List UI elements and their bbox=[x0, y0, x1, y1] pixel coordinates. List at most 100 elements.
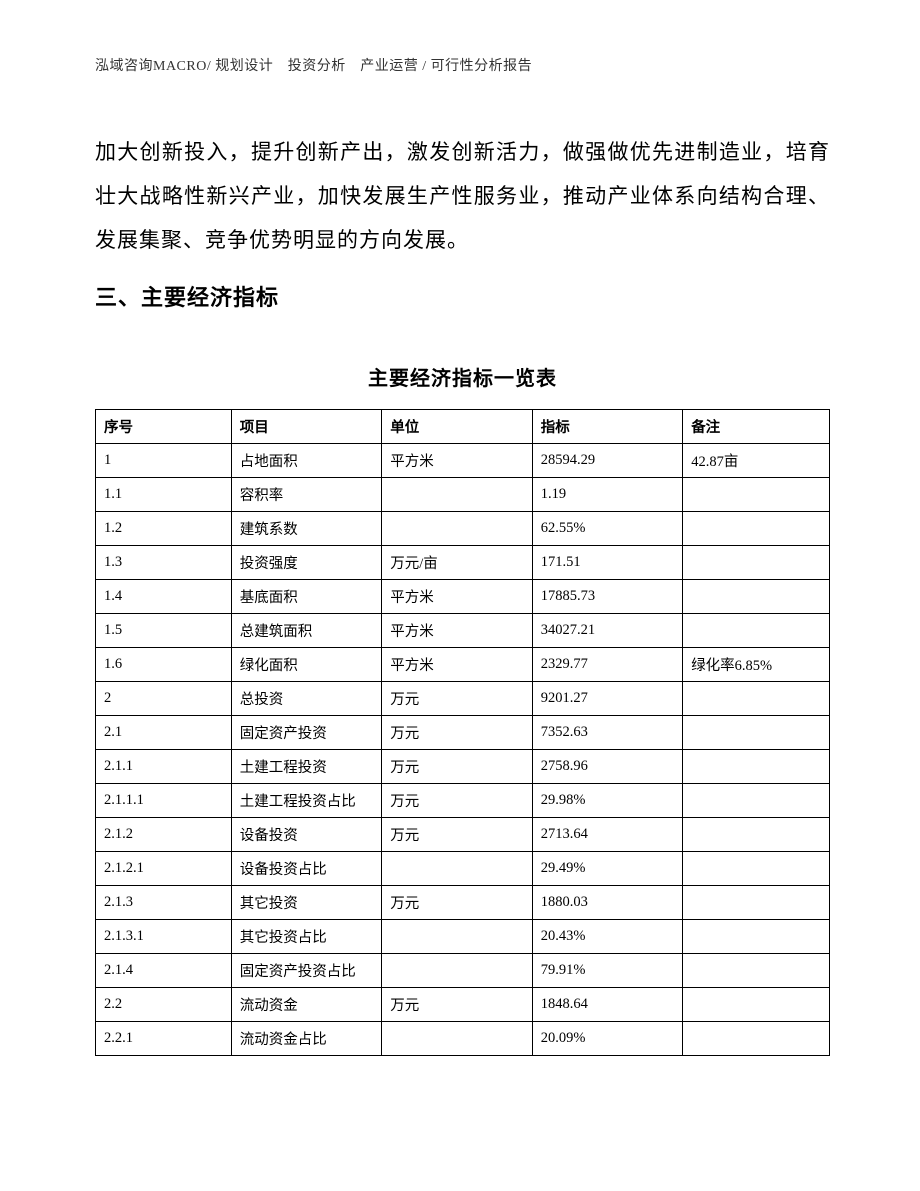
table-cell: 土建工程投资占比 bbox=[231, 784, 381, 818]
section-heading: 三、主要经济指标 bbox=[95, 280, 830, 312]
table-cell: 设备投资 bbox=[231, 818, 381, 852]
table-cell: 基底面积 bbox=[231, 580, 381, 614]
table-cell bbox=[683, 886, 830, 920]
table-cell bbox=[382, 1022, 532, 1056]
table-title: 主要经济指标一览表 bbox=[95, 362, 830, 391]
table-row: 2.1.2设备投资万元2713.64 bbox=[96, 818, 830, 852]
table-cell bbox=[382, 852, 532, 886]
table-cell: 1880.03 bbox=[532, 886, 682, 920]
table-cell: 总投资 bbox=[231, 682, 381, 716]
table-cell: 9201.27 bbox=[532, 682, 682, 716]
table-row: 2.1.3其它投资万元1880.03 bbox=[96, 886, 830, 920]
table-cell: 建筑系数 bbox=[231, 512, 381, 546]
table-cell bbox=[683, 784, 830, 818]
table-row: 2.2流动资金万元1848.64 bbox=[96, 988, 830, 1022]
table-cell: 2713.64 bbox=[532, 818, 682, 852]
table-cell: 1.1 bbox=[96, 478, 232, 512]
table-cell: 万元 bbox=[382, 988, 532, 1022]
col-header-seq: 序号 bbox=[96, 410, 232, 444]
page-header: 泓域咨询MACRO/ 规划设计 投资分析 产业运营 / 可行性分析报告 bbox=[95, 55, 830, 75]
table-cell: 20.43% bbox=[532, 920, 682, 954]
table-cell: 万元 bbox=[382, 682, 532, 716]
col-header-unit: 单位 bbox=[382, 410, 532, 444]
table-cell: 万元 bbox=[382, 886, 532, 920]
table-cell bbox=[382, 920, 532, 954]
table-row: 2.2.1流动资金占比20.09% bbox=[96, 1022, 830, 1056]
table-cell: 平方米 bbox=[382, 580, 532, 614]
table-row: 2.1.3.1其它投资占比 20.43% bbox=[96, 920, 830, 954]
table-row: 1.5总建筑面积平方米34027.21 bbox=[96, 614, 830, 648]
table-cell: 固定资产投资 bbox=[231, 716, 381, 750]
col-header-item: 项目 bbox=[231, 410, 381, 444]
table-cell: 土建工程投资 bbox=[231, 750, 381, 784]
table-cell: 2.1.4 bbox=[96, 954, 232, 988]
table-cell: 42.87亩 bbox=[683, 444, 830, 478]
table-cell bbox=[683, 512, 830, 546]
table-cell: 2.1.3.1 bbox=[96, 920, 232, 954]
table-row: 2.1.1土建工程投资万元2758.96 bbox=[96, 750, 830, 784]
table-row: 1占地面积平方米28594.2942.87亩 bbox=[96, 444, 830, 478]
table-cell: 1.4 bbox=[96, 580, 232, 614]
table-cell: 29.98% bbox=[532, 784, 682, 818]
table-cell: 2 bbox=[96, 682, 232, 716]
table-cell bbox=[683, 920, 830, 954]
table-cell: 容积率 bbox=[231, 478, 381, 512]
table-cell: 设备投资占比 bbox=[231, 852, 381, 886]
table-cell: 7352.63 bbox=[532, 716, 682, 750]
table-cell: 绿化率6.85% bbox=[683, 648, 830, 682]
table-cell: 2.1.2.1 bbox=[96, 852, 232, 886]
table-cell: 34027.21 bbox=[532, 614, 682, 648]
table-cell: 平方米 bbox=[382, 648, 532, 682]
table-cell: 2.1.3 bbox=[96, 886, 232, 920]
table-row: 2.1.2.1设备投资占比 29.49% bbox=[96, 852, 830, 886]
table-cell: 流动资金 bbox=[231, 988, 381, 1022]
table-cell: 占地面积 bbox=[231, 444, 381, 478]
table-cell: 1.19 bbox=[532, 478, 682, 512]
table-cell: 绿化面积 bbox=[231, 648, 381, 682]
table-cell: 万元 bbox=[382, 784, 532, 818]
table-cell: 2329.77 bbox=[532, 648, 682, 682]
table-cell: 2.2.1 bbox=[96, 1022, 232, 1056]
table-cell: 28594.29 bbox=[532, 444, 682, 478]
table-row: 2.1.4固定资产投资占比 79.91% bbox=[96, 954, 830, 988]
table-cell bbox=[683, 546, 830, 580]
table-cell: 2.1 bbox=[96, 716, 232, 750]
table-row: 1.2建筑系数 62.55% bbox=[96, 512, 830, 546]
table-cell: 2.2 bbox=[96, 988, 232, 1022]
table-cell bbox=[382, 512, 532, 546]
table-cell: 17885.73 bbox=[532, 580, 682, 614]
table-cell: 总建筑面积 bbox=[231, 614, 381, 648]
table-cell: 29.49% bbox=[532, 852, 682, 886]
table-cell: 万元/亩 bbox=[382, 546, 532, 580]
table-cell bbox=[683, 852, 830, 886]
table-cell: 其它投资 bbox=[231, 886, 381, 920]
table-cell: 79.91% bbox=[532, 954, 682, 988]
table-row: 1.3投资强度万元/亩171.51 bbox=[96, 546, 830, 580]
table-cell: 62.55% bbox=[532, 512, 682, 546]
table-cell: 2.1.1.1 bbox=[96, 784, 232, 818]
table-row: 1.4基底面积平方米17885.73 bbox=[96, 580, 830, 614]
col-header-remark: 备注 bbox=[683, 410, 830, 444]
table-cell bbox=[683, 988, 830, 1022]
table-cell: 1848.64 bbox=[532, 988, 682, 1022]
table-cell: 2.1.1 bbox=[96, 750, 232, 784]
table-cell: 1.2 bbox=[96, 512, 232, 546]
body-paragraph: 加大创新投入，提升创新产出，激发创新活力，做强做优先进制造业，培育壮大战略性新兴… bbox=[95, 130, 830, 262]
table-cell bbox=[683, 818, 830, 852]
table-cell bbox=[683, 614, 830, 648]
table-cell: 其它投资占比 bbox=[231, 920, 381, 954]
table-cell: 万元 bbox=[382, 750, 532, 784]
table-cell: 2758.96 bbox=[532, 750, 682, 784]
table-row: 2.1.1.1土建工程投资占比万元29.98% bbox=[96, 784, 830, 818]
table-cell: 1 bbox=[96, 444, 232, 478]
table-cell bbox=[683, 716, 830, 750]
col-header-indicator: 指标 bbox=[532, 410, 682, 444]
table-cell: 1.6 bbox=[96, 648, 232, 682]
table-cell: 投资强度 bbox=[231, 546, 381, 580]
table-cell: 固定资产投资占比 bbox=[231, 954, 381, 988]
table-cell: 平方米 bbox=[382, 614, 532, 648]
table-cell bbox=[382, 478, 532, 512]
table-header-row: 序号 项目 单位 指标 备注 bbox=[96, 410, 830, 444]
table-cell bbox=[683, 954, 830, 988]
table-cell: 1.3 bbox=[96, 546, 232, 580]
